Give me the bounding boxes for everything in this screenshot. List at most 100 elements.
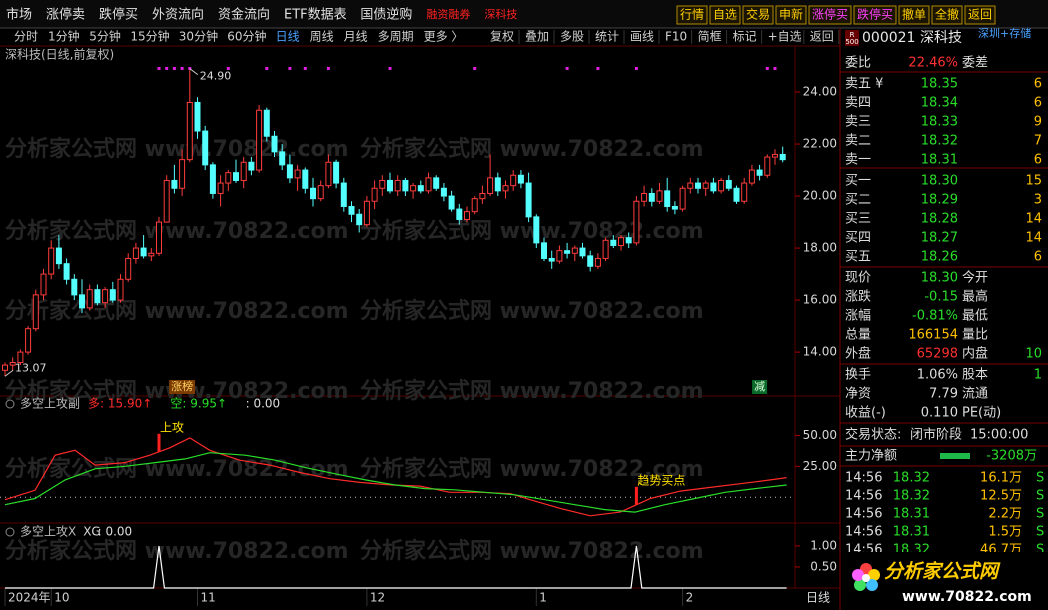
quote-cell: 18.31	[893, 525, 930, 540]
candle-body	[340, 182, 347, 207]
button-label[interactable]: 跌停买	[857, 7, 893, 22]
button-label[interactable]: 申新	[779, 7, 803, 22]
toolbar-item[interactable]: 1分钟	[48, 29, 80, 44]
candle-body	[248, 161, 255, 171]
signal-dot	[226, 67, 230, 70]
menu-item[interactable]: 资金流向	[218, 7, 270, 23]
toolbar-item[interactable]: 简框	[698, 30, 722, 44]
toolbar-item[interactable]: 多股	[560, 30, 584, 44]
quote-cell: 16.1万	[980, 471, 1022, 486]
menu-item[interactable]: 市场	[6, 7, 32, 23]
button[interactable]	[898, 5, 930, 25]
candle-body	[510, 174, 517, 187]
candle-body	[117, 278, 124, 301]
candle-body	[448, 195, 455, 210]
toolbar-item[interactable]: 统计	[595, 30, 619, 44]
period-label: 日线	[806, 591, 830, 605]
quote-cell: 15	[1025, 174, 1042, 189]
candle-body	[256, 109, 263, 171]
watermark: 分析家公式网 www.70822.com	[360, 218, 704, 244]
watermark: 分析家公式网 www.70822.com	[5, 538, 349, 564]
quote-cell: 18.28	[921, 212, 958, 227]
readout-value: : 0.00	[246, 397, 281, 411]
menu-item[interactable]: ETF数据表	[284, 8, 347, 23]
menu-item[interactable]: 涨停卖	[46, 7, 85, 23]
menu-item[interactable]: 跌停买	[99, 7, 138, 23]
quote-cell: 主力净额	[845, 449, 897, 464]
button-label[interactable]: 撤单	[902, 7, 926, 22]
quote-cell: S	[1036, 525, 1044, 540]
candle-body	[163, 179, 170, 223]
button-label[interactable]: 涨停买	[812, 7, 848, 22]
indicator-line	[4, 452, 787, 513]
toolbar-item[interactable]: 15分钟	[130, 29, 169, 44]
toolbar-item[interactable]: 60分钟	[227, 29, 266, 44]
toolbar-item[interactable]: 叠加	[525, 30, 549, 44]
button[interactable]	[964, 5, 996, 25]
candle-body	[394, 179, 401, 192]
quote-cell: 18.30	[921, 174, 958, 189]
stock-code: 000021	[862, 30, 915, 46]
watermark: 分析家公式网 www.70822.com	[360, 456, 704, 482]
button-label[interactable]: 交易	[746, 7, 770, 22]
watermark: 分析家公式网 www.70822.com	[5, 218, 349, 244]
candle-body	[179, 159, 186, 189]
toolbar-item[interactable]: 返回	[810, 30, 834, 44]
toolbar-item[interactable]: 日线	[276, 30, 300, 44]
signal-dot	[180, 67, 184, 70]
readout-name: XG	[83, 525, 101, 539]
button-label[interactable]: 行情	[680, 8, 704, 22]
toolbar-item[interactable]: 30分钟	[179, 29, 218, 44]
quote-cell: 6	[1034, 77, 1042, 92]
toolbar-item[interactable]: 5分钟	[89, 29, 121, 44]
signal-dot	[765, 67, 769, 70]
candle-body	[186, 101, 193, 161]
button-label[interactable]: 自选	[713, 8, 737, 22]
candle-body	[48, 247, 55, 275]
candle-body	[94, 289, 101, 304]
button[interactable]	[709, 5, 741, 25]
menu-item[interactable]: 国债逆购	[360, 7, 412, 23]
quote-cell: 18.32	[921, 134, 958, 149]
candle-body	[695, 182, 701, 189]
toolbar-item[interactable]: F10	[665, 30, 687, 44]
toolbar-item[interactable]: 月线	[344, 30, 368, 44]
logo-url: www.70822.com	[902, 589, 1032, 605]
button-label[interactable]: 返回	[968, 8, 992, 22]
menu-item-red[interactable]: 融资融券	[426, 7, 470, 21]
button[interactable]	[742, 5, 774, 25]
toolbar-item[interactable]: 多周期	[378, 30, 414, 44]
quote-cell: 65298	[917, 347, 958, 362]
quote-cell: 14:56	[845, 489, 882, 504]
candle-body	[725, 179, 732, 189]
stock-board: 深圳+存储	[978, 26, 1031, 40]
y-tick-label: 18.00	[803, 241, 837, 255]
quote-cell: 涨幅	[845, 309, 871, 324]
button-label[interactable]: 全撤	[935, 7, 959, 22]
quote-cell: 今开	[962, 270, 988, 286]
toolbar-item[interactable]: 复权	[490, 30, 514, 44]
button[interactable]	[853, 5, 897, 25]
toolbar-item[interactable]: 标记	[733, 30, 757, 44]
signal-dot	[157, 67, 161, 70]
toolbar-item[interactable]: 更多 〉	[424, 30, 464, 44]
candle-body	[571, 247, 578, 254]
button[interactable]	[775, 5, 807, 25]
button[interactable]	[808, 5, 852, 25]
watermark: 分析家公式网 www.70822.com	[360, 136, 704, 162]
button[interactable]	[676, 5, 708, 25]
y-tick-label: 20.00	[803, 189, 837, 203]
button[interactable]	[931, 5, 963, 25]
menu-item-red[interactable]: 深科技	[484, 7, 517, 21]
toolbar-item[interactable]: 分时	[14, 30, 38, 44]
candle-body	[286, 164, 293, 179]
menu-item[interactable]: 外资流向	[152, 7, 204, 23]
candle-body	[671, 205, 678, 210]
quote-cell: -3208万	[986, 449, 1037, 464]
candle-body	[664, 190, 671, 207]
toolbar-item[interactable]: 周线	[310, 30, 334, 44]
toolbar-item[interactable]: 画线	[630, 30, 654, 44]
toolbar-item[interactable]: +自选	[768, 30, 802, 44]
candle-body	[325, 161, 332, 187]
